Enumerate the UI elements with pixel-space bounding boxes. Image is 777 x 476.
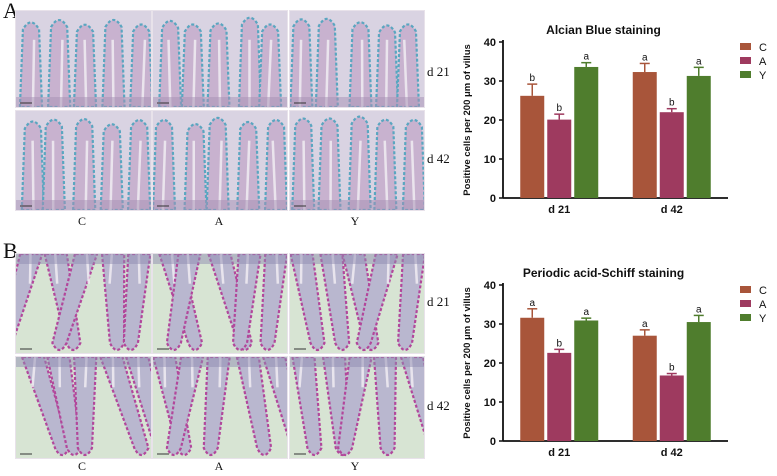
alcian-blue-bar-chart: Alcian Blue staining Positive cells per 2… (462, 23, 767, 216)
bar-y-d42 (686, 322, 711, 441)
y-tick-label: 20 (484, 115, 496, 127)
bar-a-d21 (547, 352, 572, 441)
significance-letter: b (529, 73, 535, 84)
panel-letter-a: A (3, 0, 19, 23)
y-axis-label: Positive cells per 200 μm of villus (462, 44, 473, 196)
panel-letter-b: B (3, 238, 18, 263)
legend-swatch-y (740, 314, 751, 321)
legend-swatch-a (740, 300, 751, 307)
micrograph-a-d42-a (152, 110, 288, 211)
significance-letter: a (583, 307, 589, 318)
x-tick-label: d 21 (548, 447, 570, 459)
legend-label-y: Y (759, 70, 767, 82)
chart-title: Alcian Blue staining (546, 23, 661, 37)
y-axis-label: Positive cells per 200 μm of villus (462, 287, 473, 439)
bar-a-d42 (659, 112, 684, 198)
col-label-a-c: C (77, 214, 86, 228)
bar-a-d21 (547, 119, 572, 198)
row-label-b-d21: d 21 (427, 294, 450, 309)
micrograph-b-d42-a (152, 356, 288, 459)
x-tick-label: d 42 (661, 447, 683, 459)
legend-swatch-y (740, 71, 751, 78)
significance-letter: a (642, 52, 648, 63)
bar-c-d21 (520, 317, 545, 441)
y-tick-label: 30 (484, 319, 496, 331)
col-label-b-c: C (77, 459, 86, 473)
significance-letter: a (583, 52, 589, 63)
y-tick-label: 40 (484, 280, 496, 292)
bar-c-d21 (520, 95, 545, 198)
micrograph-a-d21-y (289, 10, 425, 108)
significance-letter: b (669, 363, 675, 374)
y-tick-label: 30 (484, 76, 496, 88)
chart-title: Periodic acid-Schiff staining (523, 266, 684, 280)
legend-label-c: C (759, 42, 767, 54)
micrograph-a-d21-c (15, 10, 152, 108)
legend-swatch-c (740, 43, 751, 50)
micrograph-b-d21-c (15, 253, 152, 354)
legend-swatch-a (740, 57, 751, 64)
bar-y-d21 (574, 66, 599, 199)
bar-c-d42 (632, 335, 657, 441)
bar-y-d42 (686, 75, 711, 198)
y-tick-label: 0 (490, 436, 496, 448)
legend-label-a: A (759, 56, 767, 68)
micrograph-b-d42-y (289, 356, 425, 459)
row-label-a-d21: d 21 (427, 64, 450, 79)
y-tick-label: 0 (490, 193, 496, 205)
legend-label-c: C (759, 285, 767, 297)
legend-label-a: A (759, 299, 767, 311)
micrograph-b-d21-y (289, 253, 425, 354)
significance-letter: b (556, 338, 562, 349)
x-tick-label: d 42 (661, 204, 683, 216)
micrograph-a-d42-c (15, 110, 152, 211)
bar-c-d42 (632, 72, 657, 198)
micrograph-b-d21-a (152, 253, 288, 354)
y-tick-label: 10 (484, 397, 496, 409)
y-tick-label: 40 (484, 37, 496, 49)
legend-label-y: Y (759, 313, 767, 325)
pas-bar-chart: Periodic acid-Schiff staining Positive ce… (462, 266, 767, 459)
col-label-b-y: Y (350, 459, 360, 473)
row-label-a-d42: d 42 (427, 151, 450, 166)
micrograph-a-d42-y (289, 110, 425, 211)
significance-letter: b (669, 98, 675, 109)
significance-letter: a (529, 298, 535, 309)
significance-letter: a (696, 56, 702, 67)
significance-letter: b (556, 103, 562, 114)
y-tick-label: 10 (484, 154, 496, 166)
significance-letter: a (642, 319, 648, 330)
col-label-b-a: A (214, 459, 224, 473)
y-tick-label: 20 (484, 358, 496, 370)
legend-swatch-c (740, 286, 751, 293)
significance-letter: a (696, 304, 702, 315)
x-tick-label: d 21 (548, 204, 570, 216)
row-label-b-d42: d 42 (427, 398, 450, 413)
micrograph-b-d42-c (15, 356, 152, 459)
bar-y-d21 (574, 320, 599, 441)
micrograph-a-d21-a (152, 10, 288, 108)
col-label-a-y: Y (350, 214, 360, 228)
bar-a-d42 (659, 375, 684, 441)
col-label-a-a: A (214, 214, 224, 228)
